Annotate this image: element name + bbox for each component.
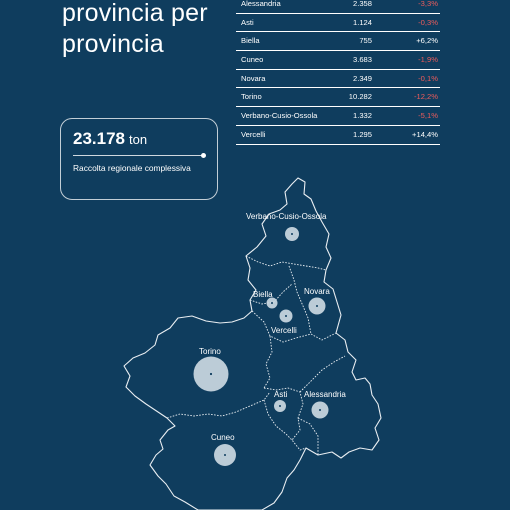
bubble-cuneo-center — [224, 454, 226, 456]
province-change: +6,2% — [416, 36, 438, 46]
province-value: 10.282 — [348, 92, 372, 102]
province-name: Biella — [241, 36, 260, 46]
label-vco: Verbano-Cusio-Ossola — [246, 212, 327, 221]
province-name: Cuneo — [241, 55, 264, 65]
label-torino: Torino — [199, 347, 221, 356]
table-row: Verbano-Cusio-Ossola 1.332 -5,1% — [236, 107, 440, 126]
table-row: Asti 1.124 -0,3% — [236, 14, 440, 33]
province-change: +14,4% — [412, 129, 438, 139]
bubble-asti-center — [279, 405, 281, 407]
province-value: 2.349 — [352, 73, 372, 83]
bubble-alessandria-center — [319, 409, 321, 411]
region-outline — [123, 177, 382, 510]
bubble-vco-center — [291, 233, 293, 235]
boundary-alessandria-cuneo — [297, 417, 319, 455]
province-change: -12,2% — [413, 92, 438, 102]
province-name: Vercelli — [241, 129, 266, 139]
province-name: Asti — [241, 17, 254, 27]
page-title: provincia per provincia — [62, 0, 232, 60]
boundary-asti-alessandria — [299, 355, 346, 393]
label-vercelli: Vercelli — [271, 326, 297, 335]
table-row: Cuneo 3.683 -1,9% — [236, 51, 440, 70]
bubble-vercelli-center — [285, 315, 287, 317]
province-value: 1.295 — [352, 129, 372, 139]
province-change: -5,1% — [418, 111, 438, 121]
summary-total: 23.178 ton — [73, 129, 147, 149]
summary-value: 23.178 — [73, 129, 125, 148]
table-row: Novara 2.349 -0,1% — [236, 70, 440, 89]
boundary-cuneo-torino — [166, 391, 271, 419]
boundary-vercelli — [251, 310, 337, 343]
label-alessandria: Alessandria — [304, 390, 346, 399]
boundary-vco — [245, 255, 327, 271]
boundary-biella-novara — [288, 265, 312, 335]
province-value: 3.683 — [352, 55, 372, 65]
province-change: -1,9% — [418, 55, 438, 65]
boundary-torino-east — [263, 335, 273, 389]
province-value: 2.358 — [352, 0, 372, 8]
bubble-novara-center — [316, 305, 318, 307]
label-asti: Asti — [274, 390, 288, 399]
province-name: Novara — [241, 73, 266, 83]
province-name: Alessandria — [241, 0, 281, 8]
province-name: Verbano-Cusio-Ossola — [241, 111, 318, 121]
table-row: Biella 755 +6,2% — [236, 32, 440, 52]
label-novara: Novara — [304, 287, 330, 296]
summary-card: 23.178 ton Raccolta regionale complessiva — [60, 118, 218, 200]
province-change: -0,1% — [418, 73, 438, 83]
title-line-1: provincia per — [62, 0, 208, 27]
province-change: -3,3% — [418, 0, 438, 8]
bubble-biella-center — [271, 302, 273, 304]
table-row: Alessandria 2.358 -3,3% — [236, 0, 440, 14]
summary-caption: Raccolta regionale complessiva — [73, 163, 191, 173]
province-value: 1.332 — [352, 111, 372, 121]
summary-divider-dot — [201, 153, 206, 158]
bubble-torino-center — [209, 372, 213, 376]
table-row: Vercelli 1.295 +14,4% — [236, 126, 440, 145]
summary-unit: ton — [129, 132, 148, 147]
boundary-asti — [263, 387, 304, 441]
province-value: 1.124 — [352, 17, 372, 27]
province-name: Torino — [241, 92, 262, 102]
table-row: Torino 10.282 -12,2% — [236, 88, 440, 108]
title-line-2: provincia — [62, 30, 164, 58]
label-cuneo: Cuneo — [211, 433, 235, 442]
province-table: Alessandria 2.358 -3,3% Asti 1.124 -0,3%… — [236, 0, 440, 145]
label-biella: Biella — [253, 290, 273, 299]
province-value: 755 — [359, 36, 372, 46]
province-change: -0,3% — [418, 17, 438, 27]
boundary-cuneo-asti — [263, 399, 307, 451]
summary-divider — [73, 155, 203, 156]
